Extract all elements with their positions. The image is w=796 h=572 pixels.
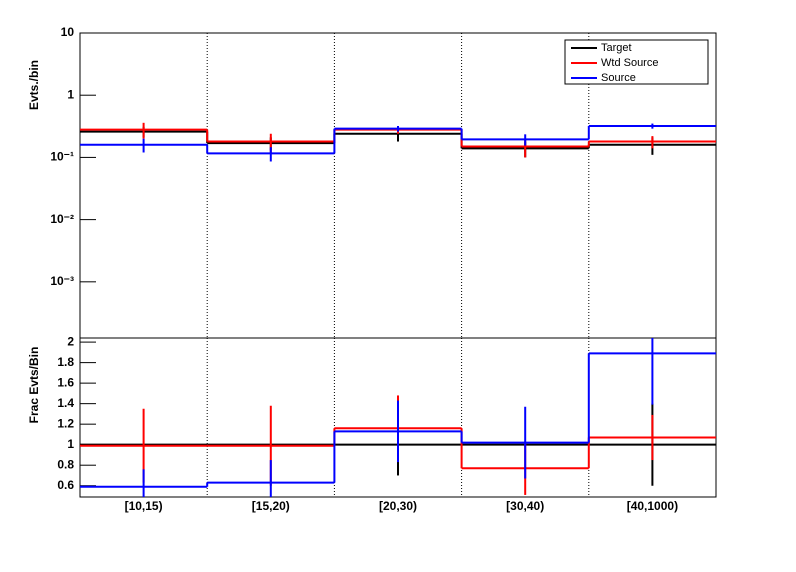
y-axis-label: Evts./bin (27, 60, 41, 110)
y-tick-label: 0.8 (57, 457, 74, 471)
y-tick-label: 10⁻¹ (50, 150, 74, 164)
y-tick-label: 1.8 (57, 355, 74, 369)
y-tick-label: 2 (67, 334, 74, 348)
y-tick-label: 10⁻³ (50, 274, 74, 288)
legend-label: Wtd Source (601, 57, 658, 69)
x-tick-label: [30,40) (506, 499, 544, 513)
x-tick-label: [15,20) (252, 499, 290, 513)
plot-area (80, 338, 716, 497)
y-tick-label: 1.2 (57, 416, 74, 430)
y-tick-label: 1.6 (57, 375, 74, 389)
plot-frame (79, 337, 717, 498)
y-tick-label: 0.6 (57, 478, 74, 492)
x-tick-label: [10,15) (125, 499, 163, 513)
y-tick-label: 1 (67, 437, 74, 451)
plot-area (80, 122, 716, 162)
y-tick-label: 1.4 (57, 396, 74, 410)
y-tick-label: 10⁻² (50, 212, 74, 226)
legend-label: Source (601, 72, 636, 84)
x-tick-label: [40,1000) (627, 499, 678, 513)
legend-label: Target (601, 42, 632, 54)
y-axis-label: Frac Evts/Bin (27, 347, 41, 424)
y-tick-label: 1 (67, 87, 74, 101)
y-tick-label: 10 (61, 25, 75, 39)
x-tick-label: [20,30) (379, 499, 417, 513)
